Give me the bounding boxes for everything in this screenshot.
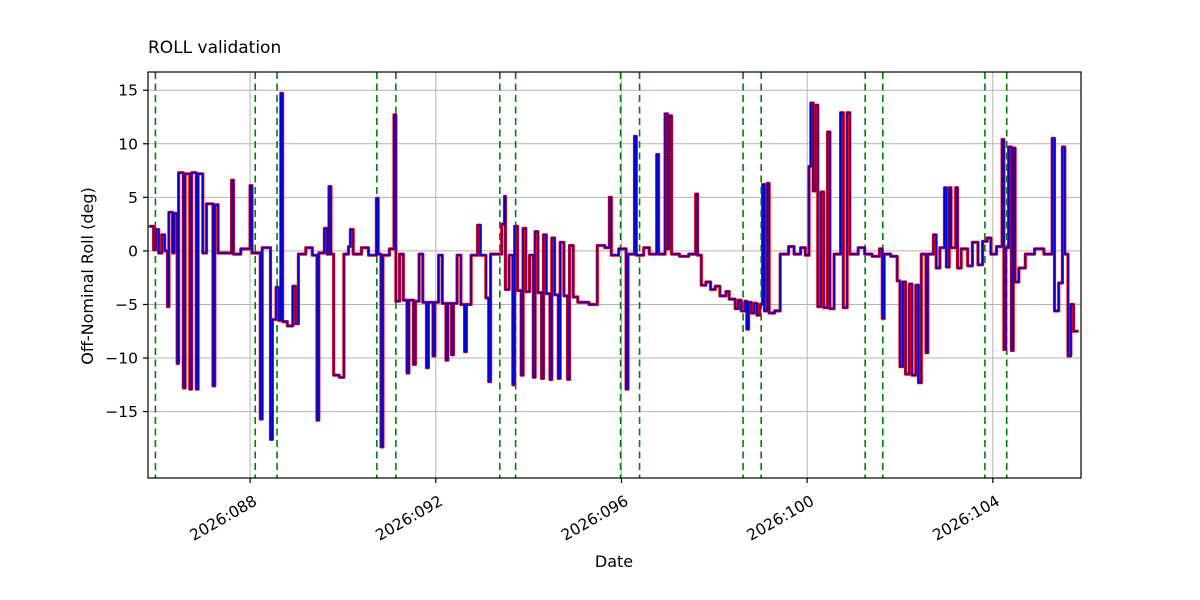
x-tick-label: 2026:100 [744, 492, 817, 545]
x-tick-label: 2026:104 [929, 492, 1002, 545]
y-tick-label: −15 [105, 403, 138, 421]
chart-title: ROLL validation [148, 38, 282, 58]
x-axis-label: Date [594, 552, 634, 571]
x-tick-label: 2026:096 [558, 492, 631, 545]
y-axis-label: Off-Nominal Roll (deg) [78, 187, 97, 365]
y-tick-label: 5 [128, 189, 138, 207]
plot-background [148, 72, 1081, 478]
y-tick-label: 10 [118, 135, 138, 153]
x-tick-label: 2026:092 [372, 492, 445, 545]
y-tick-label: 0 [128, 242, 138, 260]
y-tick-label: 15 [118, 82, 138, 100]
axes-frame [147, 71, 1082, 479]
y-tick-label: −10 [105, 350, 138, 368]
x-tick-label: 2026:088 [187, 492, 260, 545]
y-tick-label: −5 [115, 296, 138, 314]
series-validation-blue [149, 92, 1079, 448]
